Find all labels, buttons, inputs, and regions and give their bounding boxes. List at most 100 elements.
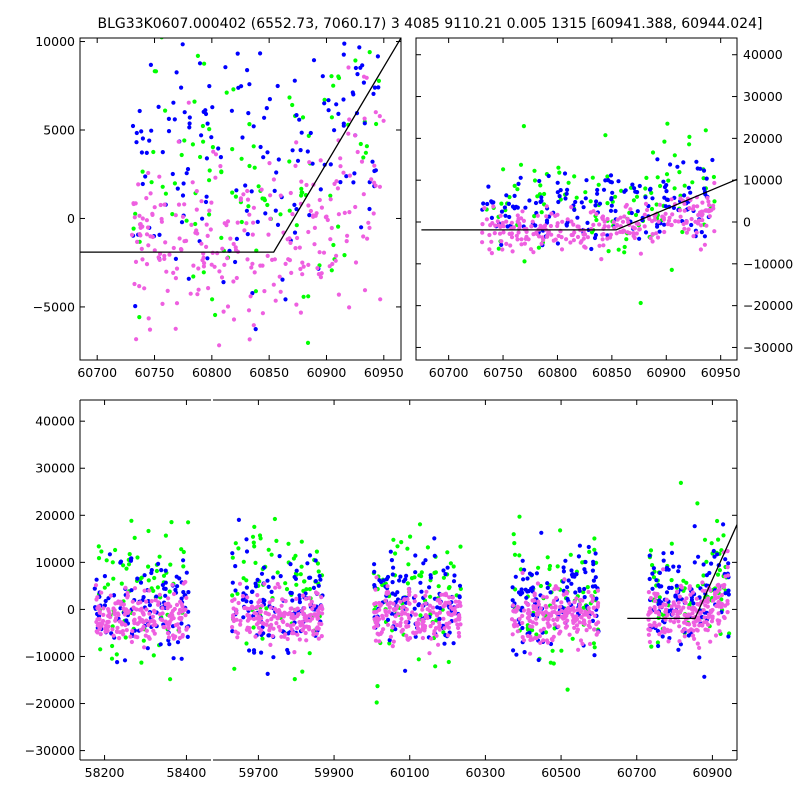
data-point-blue [201, 109, 206, 114]
data-point-magenta [140, 216, 145, 221]
data-point-magenta [246, 308, 252, 313]
data-point-blue [697, 655, 702, 660]
data-point-blue [235, 51, 240, 56]
data-point-blue [397, 578, 402, 583]
data-point-magenta [285, 636, 290, 642]
data-point-blue [138, 580, 144, 585]
data-point-blue [403, 577, 408, 582]
data-point-blue [572, 574, 577, 579]
data-point-magenta [361, 192, 366, 197]
data-point-magenta [238, 197, 243, 203]
data-point-blue [667, 636, 672, 641]
data-point-magenta [391, 601, 396, 606]
data-point-magenta [377, 114, 382, 119]
data-point-magenta [543, 223, 548, 228]
data-point-magenta [437, 620, 442, 625]
data-point-magenta [106, 624, 111, 629]
data-point-magenta [353, 260, 359, 265]
data-point-green [358, 141, 363, 147]
data-point-magenta [319, 595, 324, 600]
data-point-magenta [449, 612, 454, 618]
data-point-blue [154, 594, 159, 599]
data-point-green [633, 212, 639, 218]
data-point-magenta [130, 599, 135, 604]
data-point-magenta [147, 588, 152, 593]
data-point-blue [520, 625, 525, 631]
data-point-magenta [315, 613, 320, 618]
data-point-magenta [262, 289, 267, 294]
data-point-magenta [97, 610, 102, 615]
data-point-blue [675, 164, 680, 169]
data-point-green [241, 559, 246, 564]
data-point-magenta [626, 220, 631, 225]
data-point-blue [561, 569, 567, 574]
data-point-magenta [582, 618, 587, 623]
data-point-green [224, 90, 229, 95]
data-point-green [570, 636, 575, 641]
data-point-magenta [448, 604, 453, 610]
data-point-magenta [221, 309, 226, 314]
data-point-green [408, 534, 413, 539]
data-point-green [160, 184, 165, 189]
data-point-green [201, 139, 206, 144]
data-point-magenta [353, 204, 358, 210]
data-point-magenta [163, 240, 168, 245]
data-point-green [230, 190, 235, 195]
data-point-blue [186, 276, 191, 281]
data-point-magenta [657, 622, 662, 627]
data-point-magenta [315, 266, 320, 271]
data-point-magenta [520, 620, 525, 626]
data-point-green [291, 556, 296, 561]
data-point-magenta [341, 170, 346, 175]
data-point-magenta [181, 608, 186, 613]
data-point-blue [179, 596, 184, 601]
x-tick-label: 60800 [192, 365, 232, 380]
data-point-magenta [220, 246, 225, 251]
data-point-blue [681, 160, 686, 165]
data-point-green [428, 594, 433, 599]
data-point-magenta [355, 149, 360, 155]
data-point-magenta [257, 618, 262, 623]
data-point-magenta [564, 591, 570, 596]
data-point-blue [395, 590, 400, 595]
data-point-green [198, 154, 203, 160]
data-point-magenta [99, 623, 104, 628]
data-point-blue [385, 617, 391, 623]
data-point-blue [701, 562, 706, 567]
data-point-green [207, 212, 212, 217]
data-point-green [416, 657, 421, 662]
data-point-blue [441, 568, 446, 573]
data-point-magenta [200, 258, 205, 263]
data-point-green [123, 635, 128, 640]
data-point-magenta [668, 618, 673, 623]
data-point-green [286, 541, 291, 546]
data-point-magenta [423, 593, 428, 598]
data-point-magenta [407, 636, 413, 641]
data-point-magenta [534, 616, 539, 621]
data-point-green [105, 582, 111, 587]
data-point-green [556, 165, 561, 170]
data-point-magenta [164, 269, 169, 274]
data-point-green [583, 190, 588, 195]
data-point-magenta [347, 117, 352, 122]
data-point-magenta [648, 596, 654, 601]
data-point-magenta [310, 606, 315, 612]
data-point-magenta [176, 202, 182, 207]
data-point-magenta [682, 612, 687, 618]
data-point-magenta [196, 287, 201, 292]
data-point-blue [695, 166, 700, 171]
data-point-magenta [240, 594, 246, 599]
data-point-magenta [106, 613, 111, 619]
data-point-blue [671, 564, 676, 569]
data-point-green [172, 181, 177, 186]
data-point-green [307, 587, 312, 592]
data-point-magenta [491, 204, 496, 209]
data-point-magenta [96, 605, 101, 610]
data-point-blue [94, 577, 99, 582]
data-point-magenta [108, 593, 113, 598]
data-point-magenta [159, 219, 164, 224]
data-point-blue [247, 82, 252, 87]
data-point-magenta [565, 217, 570, 222]
data-point-green [301, 294, 306, 299]
data-point-blue [557, 194, 562, 199]
